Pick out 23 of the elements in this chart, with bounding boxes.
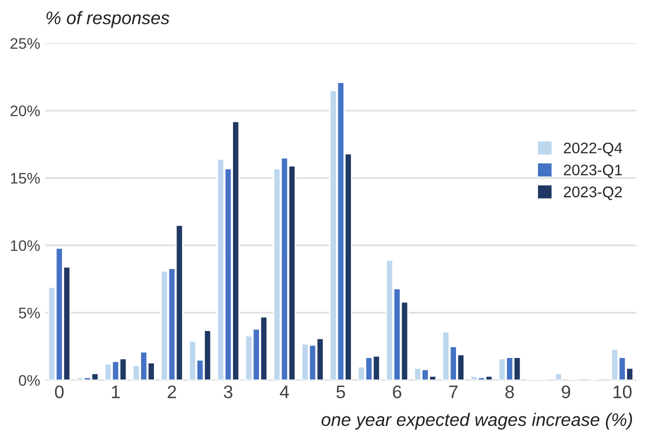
x-axis-title: one year expected wages increase (%) <box>322 412 632 430</box>
x-tick-label: 9 <box>562 386 570 398</box>
y-tick-label: 5% <box>18 308 40 318</box>
legend-label: 2023-Q1 <box>564 164 622 178</box>
x-tick-label: 8 <box>505 386 514 398</box>
y-tick-label: 15% <box>10 172 40 184</box>
y-tick-label: 25% <box>10 38 40 49</box>
y-tick-label: 10% <box>10 240 40 252</box>
x-tick-label: 10 <box>614 386 632 398</box>
y-tick-label: 20% <box>10 105 40 116</box>
x-tick-label: 6 <box>392 386 402 398</box>
x-tick-label: 5 <box>336 386 346 398</box>
legend-label: 2022-Q4 <box>564 142 622 156</box>
x-tick-label: 7 <box>449 386 458 398</box>
x-tick-label: 0 <box>54 386 64 398</box>
x-tick-label: 2 <box>168 386 176 398</box>
x-tick-label: 3 <box>224 386 232 398</box>
x-tick-label: 4 <box>280 386 289 398</box>
bar <box>554 372 563 380</box>
y-tick-label: 0% <box>18 375 40 386</box>
legend-label: 2023-Q2 <box>564 186 622 200</box>
y-axis-title: % of responses <box>46 11 170 28</box>
x-tick-label: 1 <box>112 386 120 398</box>
